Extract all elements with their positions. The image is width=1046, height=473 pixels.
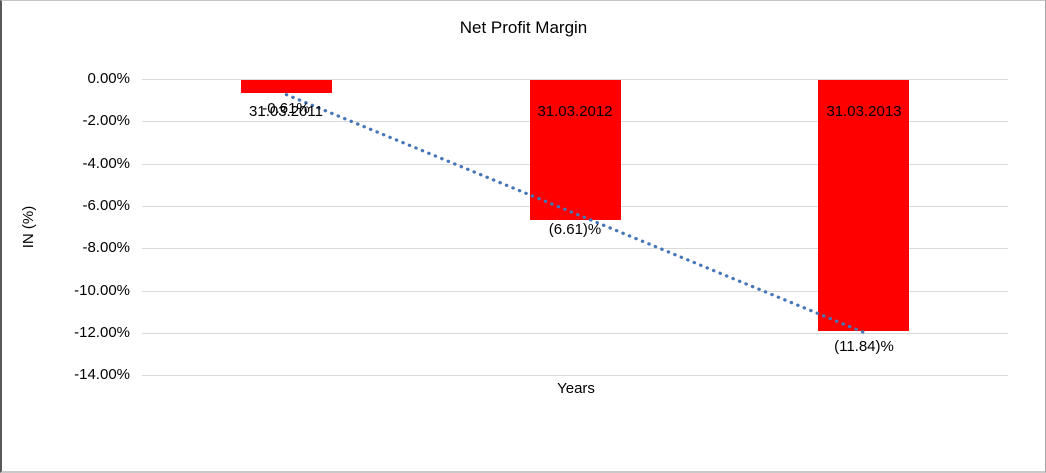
category-label: 31.03.2011	[249, 103, 323, 120]
chart-title: Net Profit Margin	[459, 18, 588, 37]
y-tick-label: 0.00%	[87, 70, 130, 87]
category-label: 31.03.2012	[537, 103, 613, 120]
y-tick-label: -4.00%	[82, 155, 130, 172]
y-tick-label: -14.00%	[74, 366, 130, 383]
y-tick-label: -6.00%	[82, 197, 130, 214]
y-tick-label: -12.00%	[74, 324, 130, 341]
gridline	[142, 375, 1008, 376]
data-label: -0.61%	[262, 100, 310, 117]
data-label: (11.84)%	[834, 338, 894, 355]
y-axis-title: IN (%)	[20, 205, 37, 249]
bar-31.03.2011[interactable]	[241, 80, 332, 93]
y-tick-label: -2.00%	[82, 112, 130, 129]
gridline	[142, 79, 1008, 80]
category-label: 31.03.2013	[826, 103, 902, 120]
gridline	[142, 333, 1008, 334]
data-label: (6.61)%	[548, 221, 602, 238]
y-tick-label: -8.00%	[82, 239, 130, 256]
x-axis-title: Years	[557, 380, 595, 397]
y-tick-label: -10.00%	[74, 282, 130, 299]
